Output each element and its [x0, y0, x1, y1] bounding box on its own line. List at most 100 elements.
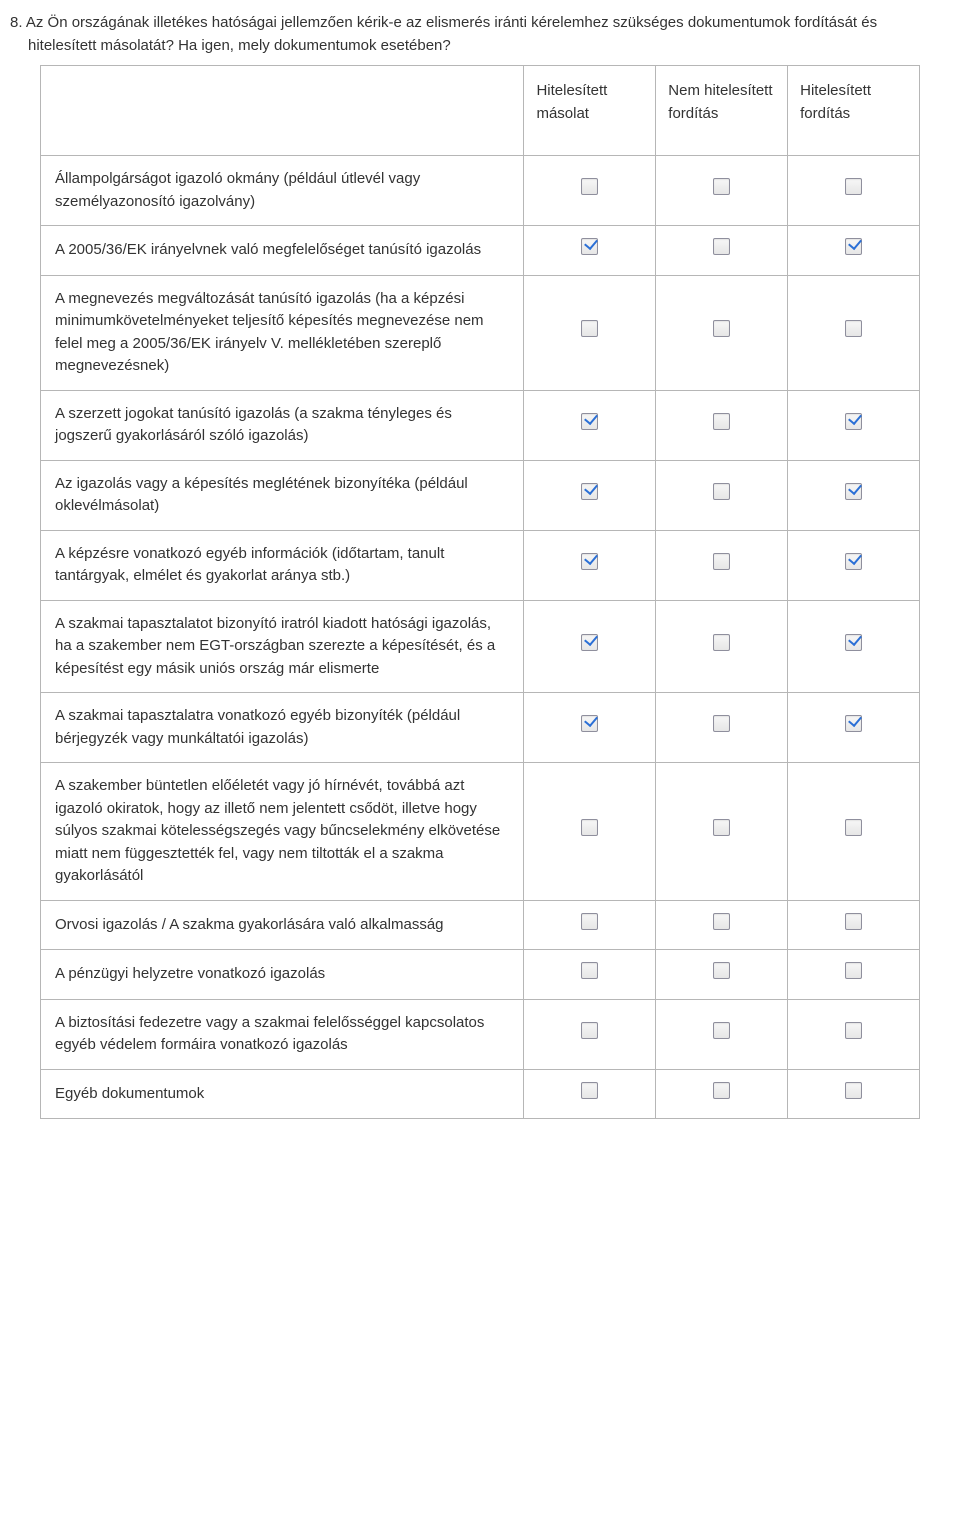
checkbox[interactable] [581, 715, 598, 732]
row-label: Állampolgárságot igazoló okmány (például… [41, 156, 524, 226]
checkbox-cell [656, 390, 788, 460]
checkbox-cell [656, 1069, 788, 1119]
checkbox[interactable] [845, 1022, 862, 1039]
row-label: A biztosítási fedezetre vagy a szakmai f… [41, 999, 524, 1069]
checkbox[interactable] [713, 483, 730, 500]
checkbox[interactable] [713, 238, 730, 255]
row-label: A szakmai tapasztalatra vonatkozó egyéb … [41, 693, 524, 763]
checkbox-cell [656, 693, 788, 763]
header-certified-copy: Hitelesített másolat [524, 66, 656, 156]
checkbox[interactable] [845, 1082, 862, 1099]
table-row: A megnevezés megváltozását tanúsító igaz… [41, 275, 920, 390]
checkbox[interactable] [845, 238, 862, 255]
checkbox[interactable] [581, 913, 598, 930]
checkbox-cell [656, 999, 788, 1069]
checkbox-cell [524, 530, 656, 600]
checkbox[interactable] [713, 320, 730, 337]
row-label: A szakmai tapasztalatot bizonyító iratró… [41, 600, 524, 693]
checkbox-cell [524, 693, 656, 763]
checkbox-cell [524, 275, 656, 390]
checkbox-cell [524, 900, 656, 950]
checkbox[interactable] [581, 634, 598, 651]
checkbox[interactable] [845, 819, 862, 836]
row-label: A szerzett jogokat tanúsító igazolás (a … [41, 390, 524, 460]
checkbox-cell [656, 156, 788, 226]
checkbox-cell [656, 460, 788, 530]
checkbox[interactable] [581, 962, 598, 979]
checkbox[interactable] [713, 1022, 730, 1039]
table-row: A képzésre vonatkozó egyéb információk (… [41, 530, 920, 600]
table-row: A szakember büntetlen előéletét vagy jó … [41, 763, 920, 901]
checkbox[interactable] [713, 413, 730, 430]
checkbox[interactable] [845, 178, 862, 195]
checkbox-cell [788, 600, 920, 693]
checkbox[interactable] [713, 913, 730, 930]
row-label: A képzésre vonatkozó egyéb információk (… [41, 530, 524, 600]
checkbox-cell [788, 275, 920, 390]
checkbox[interactable] [713, 178, 730, 195]
checkbox[interactable] [845, 913, 862, 930]
checkbox[interactable] [581, 819, 598, 836]
checkbox[interactable] [581, 1082, 598, 1099]
checkbox-cell [788, 1069, 920, 1119]
checkbox-cell [524, 460, 656, 530]
checkbox-cell [656, 226, 788, 276]
table-row: Egyéb dokumentumok [41, 1069, 920, 1119]
checkbox[interactable] [713, 553, 730, 570]
checkbox[interactable] [845, 553, 862, 570]
table-row: A szerzett jogokat tanúsító igazolás (a … [41, 390, 920, 460]
checkbox[interactable] [581, 413, 598, 430]
row-label: A pénzügyi helyzetre vonatkozó igazolás [41, 950, 524, 1000]
checkbox-cell [524, 226, 656, 276]
checkbox-cell [788, 530, 920, 600]
checkbox-cell [788, 460, 920, 530]
row-label: A szakember büntetlen előéletét vagy jó … [41, 763, 524, 901]
row-label: Orvosi igazolás / A szakma gyakorlására … [41, 900, 524, 950]
checkbox[interactable] [581, 1022, 598, 1039]
table-row: Az igazolás vagy a képesítés meglétének … [41, 460, 920, 530]
table-row: Állampolgárságot igazoló okmány (például… [41, 156, 920, 226]
checkbox-cell [788, 693, 920, 763]
checkbox-cell [524, 763, 656, 901]
checkbox-cell [788, 950, 920, 1000]
documents-table: Hitelesített másolat Nem hitelesített fo… [40, 65, 920, 1119]
checkbox-cell [524, 156, 656, 226]
checkbox-cell [656, 600, 788, 693]
table-row: A szakmai tapasztalatot bizonyító iratró… [41, 600, 920, 693]
checkbox[interactable] [713, 819, 730, 836]
checkbox[interactable] [845, 320, 862, 337]
checkbox-cell [524, 999, 656, 1069]
checkbox-cell [788, 390, 920, 460]
checkbox[interactable] [713, 962, 730, 979]
checkbox[interactable] [713, 634, 730, 651]
checkbox[interactable] [581, 483, 598, 500]
checkbox[interactable] [581, 178, 598, 195]
checkbox-cell [788, 900, 920, 950]
question-text: 8. Az Ön országának illetékes hatóságai … [28, 12, 920, 57]
checkbox[interactable] [845, 715, 862, 732]
checkbox-cell [524, 390, 656, 460]
checkbox[interactable] [845, 634, 862, 651]
checkbox[interactable] [581, 238, 598, 255]
checkbox-cell [656, 950, 788, 1000]
row-label: Az igazolás vagy a képesítés meglétének … [41, 460, 524, 530]
checkbox-cell [788, 999, 920, 1069]
checkbox-cell [656, 275, 788, 390]
checkbox-cell [524, 1069, 656, 1119]
checkbox[interactable] [845, 483, 862, 500]
checkbox[interactable] [581, 320, 598, 337]
header-empty [41, 66, 524, 156]
checkbox-cell [788, 156, 920, 226]
checkbox[interactable] [581, 553, 598, 570]
row-label: A 2005/36/EK irányelvnek való megfelelős… [41, 226, 524, 276]
checkbox-cell [656, 763, 788, 901]
checkbox[interactable] [845, 413, 862, 430]
checkbox-cell [524, 600, 656, 693]
checkbox[interactable] [845, 962, 862, 979]
table-row: Orvosi igazolás / A szakma gyakorlására … [41, 900, 920, 950]
checkbox[interactable] [713, 715, 730, 732]
checkbox[interactable] [713, 1082, 730, 1099]
header-uncertified-translation: Nem hitelesített fordítás [656, 66, 788, 156]
header-certified-translation: Hitelesített fordítás [788, 66, 920, 156]
checkbox-cell [788, 226, 920, 276]
